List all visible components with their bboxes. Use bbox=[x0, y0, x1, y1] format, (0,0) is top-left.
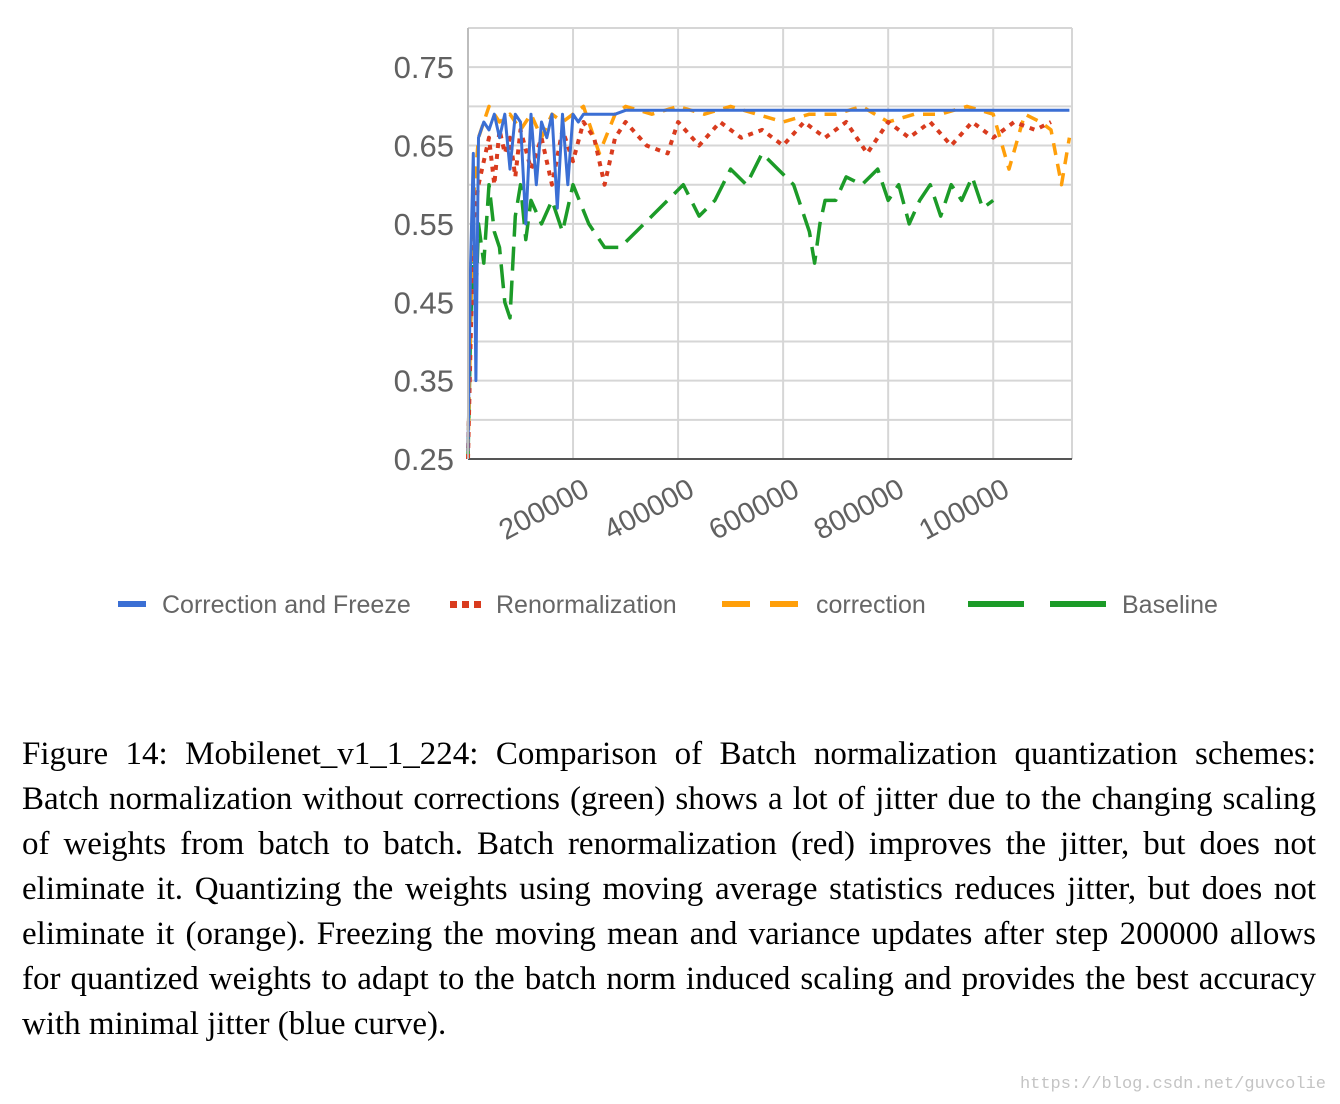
chart-legend: Correction and Freeze Renormalization corr… bbox=[118, 591, 1218, 619]
y-tick-label: 0.25 bbox=[394, 442, 454, 477]
legend-label: Correction and Freeze bbox=[162, 591, 411, 619]
watermark-url: https://blog.csdn.net/guvcolie bbox=[1019, 1075, 1326, 1094]
legend-label: correction bbox=[816, 591, 926, 619]
y-tick-label: 0.45 bbox=[394, 285, 454, 320]
legend-item: Baseline bbox=[968, 591, 1218, 619]
chart-grid bbox=[468, 27, 1073, 460]
legend-swatch bbox=[1050, 601, 1106, 607]
series-line-baseline bbox=[466, 151, 995, 460]
legend-swatch bbox=[722, 601, 750, 607]
y-tick-label: 0.75 bbox=[394, 50, 454, 85]
legend-label: Baseline bbox=[1122, 591, 1218, 619]
accuracy-line-chart: 0.25 0.35 0.45 0.55 0.65 0.75 200000 400000 6000… bbox=[118, 27, 1218, 619]
legend-swatch bbox=[968, 601, 1024, 607]
legend-item: Renormalization bbox=[450, 591, 677, 619]
x-tick-label: 800000 bbox=[809, 473, 909, 547]
legend-swatch bbox=[770, 601, 798, 607]
series-line-renormalization bbox=[466, 120, 1052, 460]
figure-caption: Figure 14: Mobilenet_v1_1_224: Compariso… bbox=[22, 736, 1316, 1042]
legend-swatch bbox=[474, 601, 481, 608]
x-tick-label: 400000 bbox=[599, 473, 699, 547]
series-line-correction-and-freeze bbox=[466, 108, 1070, 452]
y-tick-label: 0.55 bbox=[394, 207, 454, 242]
legend-label: Renormalization bbox=[496, 591, 677, 619]
x-tick-label: 200000 bbox=[494, 473, 594, 547]
legend-item: correction bbox=[722, 591, 926, 619]
legend-swatch bbox=[462, 601, 469, 608]
chart-series-layer bbox=[466, 104, 1072, 460]
y-tick-label: 0.35 bbox=[394, 364, 454, 399]
y-tick-label: 0.65 bbox=[394, 129, 454, 164]
legend-item: Correction and Freeze bbox=[118, 591, 411, 619]
x-tick-label: 600000 bbox=[704, 473, 804, 547]
x-tick-label: 100000 bbox=[914, 473, 1014, 547]
legend-swatch bbox=[450, 601, 457, 608]
